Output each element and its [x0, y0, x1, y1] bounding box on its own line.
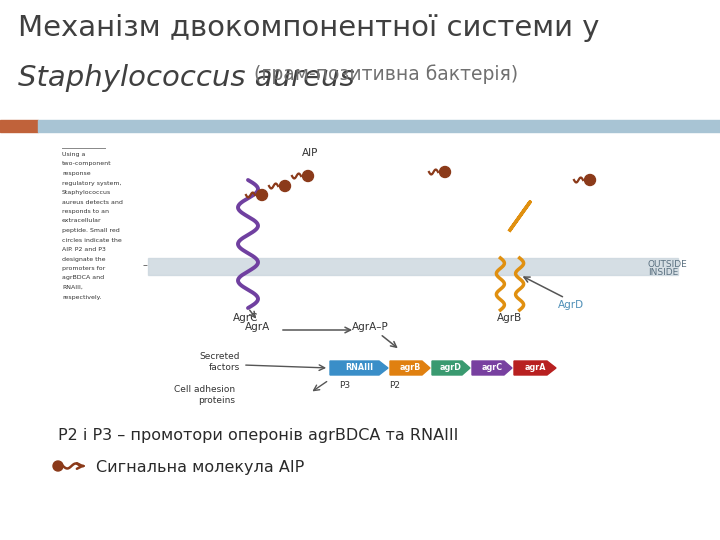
- Text: –: –: [143, 260, 148, 270]
- Text: response: response: [62, 171, 91, 176]
- Text: aureus detects and: aureus detects and: [62, 199, 123, 205]
- FancyArrow shape: [390, 361, 430, 375]
- Bar: [38, 120, 720, 132]
- FancyArrow shape: [472, 361, 512, 375]
- Circle shape: [585, 174, 595, 186]
- Text: agrD: agrD: [440, 363, 462, 373]
- Text: OUTSIDE: OUTSIDE: [648, 260, 688, 269]
- Text: circles indicate the: circles indicate the: [62, 238, 122, 242]
- Text: P2 і P3 – промотори оперонів agrBDCA та RNAIII: P2 і P3 – промотори оперонів agrBDCA та …: [58, 428, 459, 443]
- Circle shape: [279, 180, 290, 192]
- Text: AgrA: AgrA: [246, 322, 271, 332]
- Text: designate the: designate the: [62, 256, 106, 261]
- Text: RNAIII,: RNAIII,: [62, 285, 83, 290]
- Text: (грам-позитивна бактерія): (грам-позитивна бактерія): [248, 64, 518, 84]
- Circle shape: [53, 461, 63, 471]
- Text: Staphylococcus: Staphylococcus: [62, 190, 112, 195]
- Text: two-component: two-component: [62, 161, 112, 166]
- Text: Using a: Using a: [62, 152, 86, 157]
- Text: agrA: agrA: [524, 363, 546, 373]
- Text: RNAIII: RNAIII: [345, 363, 373, 373]
- FancyArrow shape: [432, 361, 470, 375]
- Text: AgrB: AgrB: [498, 313, 523, 323]
- Text: Механізм двокомпонентної системи у: Механізм двокомпонентної системи у: [18, 14, 600, 42]
- Text: Cell adhesion
proteins: Cell adhesion proteins: [174, 385, 235, 405]
- Text: respectively.: respectively.: [62, 294, 102, 300]
- Text: P2: P2: [390, 381, 400, 390]
- Text: AgrA–P: AgrA–P: [351, 322, 388, 332]
- Circle shape: [439, 166, 451, 178]
- Text: AIP: AIP: [302, 148, 318, 158]
- Text: AgrD: AgrD: [558, 300, 584, 310]
- Text: agrB: agrB: [400, 363, 420, 373]
- FancyArrow shape: [514, 361, 556, 375]
- Bar: [148, 258, 678, 275]
- Text: Secreted
factors: Secreted factors: [199, 352, 240, 372]
- Bar: [0, 120, 38, 132]
- Text: P3: P3: [339, 381, 351, 390]
- Text: AgrC: AgrC: [233, 313, 258, 323]
- Text: AIP. P2 and P3: AIP. P2 and P3: [62, 247, 106, 252]
- Text: Сигнальна молекула AIP: Сигнальна молекула AIP: [96, 460, 305, 475]
- FancyArrow shape: [330, 361, 388, 375]
- Text: agrC: agrC: [482, 363, 503, 373]
- Text: responds to an: responds to an: [62, 209, 109, 214]
- Circle shape: [256, 190, 268, 200]
- Text: extracellular: extracellular: [62, 219, 102, 224]
- Text: peptide. Small red: peptide. Small red: [62, 228, 120, 233]
- Circle shape: [302, 171, 313, 181]
- Text: agrBDCA and: agrBDCA and: [62, 275, 104, 280]
- Text: regulatory system,: regulatory system,: [62, 180, 122, 186]
- Text: Staphylococcus aureus: Staphylococcus aureus: [18, 64, 355, 92]
- Text: promoters for: promoters for: [62, 266, 105, 271]
- Text: INSIDE: INSIDE: [648, 268, 678, 277]
